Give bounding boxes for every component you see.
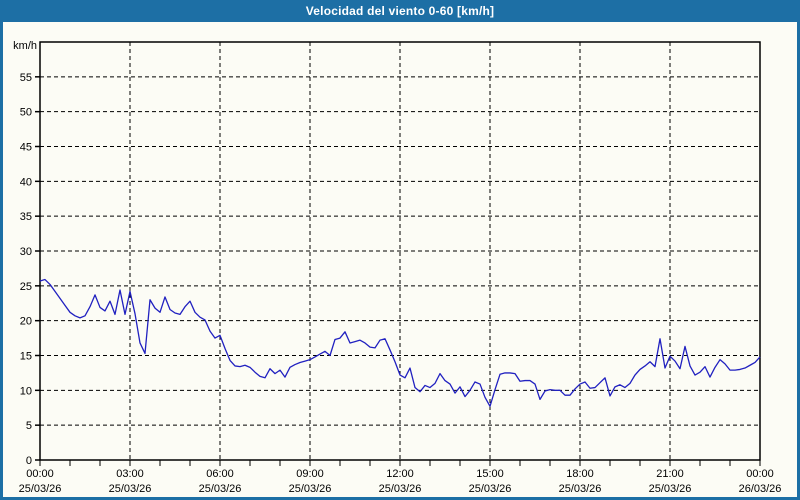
x-tick-date-label: 25/03/26 bbox=[379, 483, 422, 495]
data-series bbox=[39, 278, 761, 408]
y-tick-label: 50 bbox=[20, 107, 32, 119]
chart-title: Velocidad del viento 0-60 [km/h] bbox=[305, 4, 495, 18]
chart-title-bar: Velocidad del viento 0-60 [km/h] bbox=[0, 0, 800, 22]
y-tick-label: 0 bbox=[26, 455, 32, 467]
x-tick-time-label: 06:00 bbox=[206, 468, 234, 480]
axis-labels: 0 5 10 15 20 25 30 35 40 45 50 55 km/h 00:00 25/03/26 0… bbox=[13, 40, 781, 495]
x-tick-date-label: 25/03/26 bbox=[469, 483, 512, 495]
x-tick-time-label: 18:00 bbox=[566, 468, 594, 480]
wind-speed-chart: 0 5 10 15 20 25 30 35 40 45 50 55 km/h 00:00 25/03/26 0… bbox=[13, 40, 781, 495]
x-tick-time-label: 15:00 bbox=[476, 468, 504, 480]
x-tick-time-label: 21:00 bbox=[656, 468, 684, 480]
chart-canvas: 0 5 10 15 20 25 30 35 40 45 50 55 km/h 00:00 25/03/26 0… bbox=[3, 22, 797, 497]
x-tick-time-label: 03:00 bbox=[116, 468, 144, 480]
x-tick-date-label: 25/03/26 bbox=[649, 483, 692, 495]
y-tick-label: 35 bbox=[20, 211, 32, 223]
axis-ticks bbox=[35, 76, 761, 466]
y-tick-label: 5 bbox=[26, 420, 32, 432]
x-tick-time-label: 09:00 bbox=[296, 468, 324, 480]
y-tick-label: 20 bbox=[20, 316, 32, 328]
x-tick-date-label: 25/03/26 bbox=[109, 483, 152, 495]
x-tick-date-label: 25/03/26 bbox=[19, 483, 62, 495]
x-tick-time-label: 00:00 bbox=[26, 468, 54, 480]
y-tick-label: 30 bbox=[20, 246, 32, 258]
x-tick-time-label: 12:00 bbox=[386, 468, 414, 480]
x-tick-date-label: 25/03/26 bbox=[199, 483, 242, 495]
x-tick-time-label: 00:00 bbox=[746, 468, 774, 480]
y-axis-unit-label: km/h bbox=[13, 40, 37, 52]
y-tick-label: 25 bbox=[20, 281, 32, 293]
y-tick-label: 55 bbox=[20, 72, 32, 84]
x-tick-date-label: 26/03/26 bbox=[739, 483, 782, 495]
y-tick-label: 15 bbox=[20, 351, 32, 363]
x-tick-date-label: 25/03/26 bbox=[559, 483, 602, 495]
x-tick-date-label: 25/03/26 bbox=[289, 483, 332, 495]
gridlines bbox=[40, 42, 760, 460]
y-tick-label: 40 bbox=[20, 176, 32, 188]
y-tick-label: 10 bbox=[20, 385, 32, 397]
wind-speed-line bbox=[39, 278, 761, 408]
y-tick-label: 45 bbox=[20, 142, 32, 154]
